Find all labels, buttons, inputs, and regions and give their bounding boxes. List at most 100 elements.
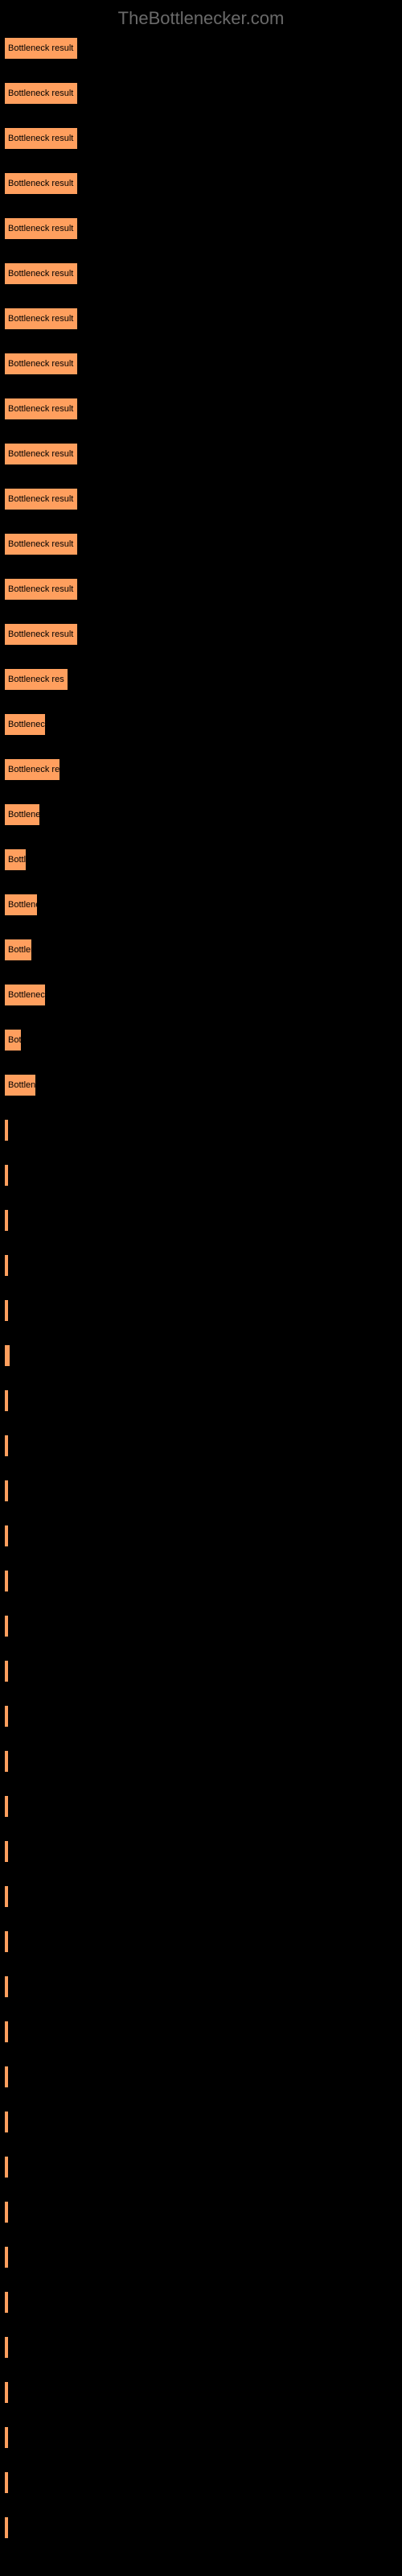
bar-label: Bottl: [8, 855, 26, 865]
bar-row: Bottlen: [4, 939, 398, 961]
bar-row: Bottl: [4, 848, 398, 871]
chart-bar: Bottleneck res: [4, 668, 68, 691]
chart-bar: [4, 1525, 9, 1547]
chart-bar: [4, 2156, 9, 2178]
chart-bar: [4, 2021, 9, 2043]
bar-row: Bottleneck re: [4, 758, 398, 781]
bar-label: Bottleneck result: [8, 89, 73, 98]
bar-row: Bottlene: [4, 894, 398, 916]
bar-row: [4, 1750, 398, 1773]
bar-row: [4, 1795, 398, 1818]
bar-row: Bottlene: [4, 803, 398, 826]
chart-bar: Bottleneck result: [4, 623, 78, 646]
chart-bar: [4, 1209, 9, 1232]
chart-bar: [4, 1570, 9, 1592]
bar-label: Bottleneck result: [8, 404, 73, 414]
bar-row: Bottleneck result: [4, 217, 398, 240]
bar-row: [4, 1299, 398, 1322]
chart-bar: [4, 2066, 9, 2088]
chart-bar: Bottl: [4, 848, 27, 871]
bar-label: Bottleneck result: [8, 43, 73, 53]
bar-label: Bottleneck result: [8, 539, 73, 549]
bar-label: Bottleneck result: [8, 179, 73, 188]
bar-label: Bottleneck result: [8, 630, 73, 639]
bar-row: Bottleneck result: [4, 488, 398, 510]
bar-row: [4, 1254, 398, 1277]
bar-row: Bottleneck result: [4, 308, 398, 330]
bar-row: [4, 2066, 398, 2088]
chart-bar: Bottlene: [4, 803, 40, 826]
bar-row: Bottlene: [4, 1074, 398, 1096]
bar-row: [4, 2111, 398, 2133]
bar-row: [4, 1615, 398, 1637]
chart-bar: [4, 2246, 9, 2268]
chart-bar: [4, 2336, 9, 2359]
chart-bar: [4, 1254, 9, 1277]
bar-row: [4, 1344, 398, 1367]
bar-label: Bottleneck result: [8, 134, 73, 143]
bar-row: [4, 1209, 398, 1232]
bar-chart: Bottleneck result Bottleneck result Bottle…: [0, 37, 402, 2539]
bar-row: [4, 2471, 398, 2494]
bar-row: [4, 1975, 398, 1998]
chart-bar: [4, 2516, 9, 2539]
chart-bar: Bottleneck result: [4, 353, 78, 375]
chart-bar: [4, 1615, 9, 1637]
bar-label: Bottleneck result: [8, 359, 73, 369]
chart-bar: Bottleneck result: [4, 488, 78, 510]
chart-bar: [4, 1164, 9, 1187]
chart-bar: [4, 1705, 9, 1728]
chart-bar: [4, 1435, 9, 1457]
bar-row: Bottleneck result: [4, 623, 398, 646]
chart-bar: Bottleneck result: [4, 262, 78, 285]
chart-bar: Bottleneck result: [4, 127, 78, 150]
chart-bar: Bottleneck re: [4, 758, 60, 781]
bar-row: Bottleneck: [4, 984, 398, 1006]
chart-bar: [4, 1840, 9, 1863]
bar-row: [4, 1660, 398, 1682]
bar-row: [4, 2291, 398, 2314]
bar-row: [4, 2516, 398, 2539]
chart-bar: Bottleneck: [4, 984, 46, 1006]
bar-row: [4, 1840, 398, 1863]
bar-row: [4, 2021, 398, 2043]
bar-label: Bottleneck: [8, 990, 46, 1000]
bar-label: Bottlen: [8, 945, 32, 955]
bar-row: [4, 1705, 398, 1728]
bar-row: Bottleneck result: [4, 262, 398, 285]
header-title: TheBottlenecker.com: [118, 8, 285, 28]
bar-row: [4, 2381, 398, 2404]
chart-bar: [4, 2291, 9, 2314]
bar-label: Bottleneck res: [8, 675, 64, 684]
bar-row: [4, 2426, 398, 2449]
bar-row: [4, 1164, 398, 1187]
bar-row: [4, 2246, 398, 2268]
chart-bar: [4, 2471, 9, 2494]
bar-row: Bottleneck result: [4, 172, 398, 195]
chart-bar: Bottleneck result: [4, 308, 78, 330]
chart-bar: Bottleneck result: [4, 172, 78, 195]
bar-row: Bottleneck result: [4, 82, 398, 105]
chart-bar: Bottlenec: [4, 713, 46, 736]
bar-row: [4, 1885, 398, 1908]
page-header: TheBottlenecker.com: [0, 0, 402, 37]
chart-bar: Bottleneck result: [4, 82, 78, 105]
bar-row: [4, 2201, 398, 2223]
bar-label: Bottlenec: [8, 720, 45, 729]
bar-row: Bottlenec: [4, 713, 398, 736]
chart-bar: [4, 1660, 9, 1682]
bar-label: Bottleneck result: [8, 224, 73, 233]
chart-bar: [4, 1795, 9, 1818]
chart-bar: Bottlen: [4, 939, 32, 961]
bar-label: Bottleneck result: [8, 314, 73, 324]
chart-bar: Bottleneck result: [4, 533, 78, 555]
chart-bar: Bottleneck result: [4, 398, 78, 420]
chart-bar: Bot: [4, 1029, 22, 1051]
bar-row: [4, 1525, 398, 1547]
chart-bar: [4, 1480, 9, 1502]
bar-label: Bot: [8, 1035, 22, 1045]
chart-bar: [4, 1119, 9, 1141]
chart-bar: [4, 1389, 9, 1412]
bar-label: Bottleneck result: [8, 494, 73, 504]
chart-bar: [4, 2381, 9, 2404]
